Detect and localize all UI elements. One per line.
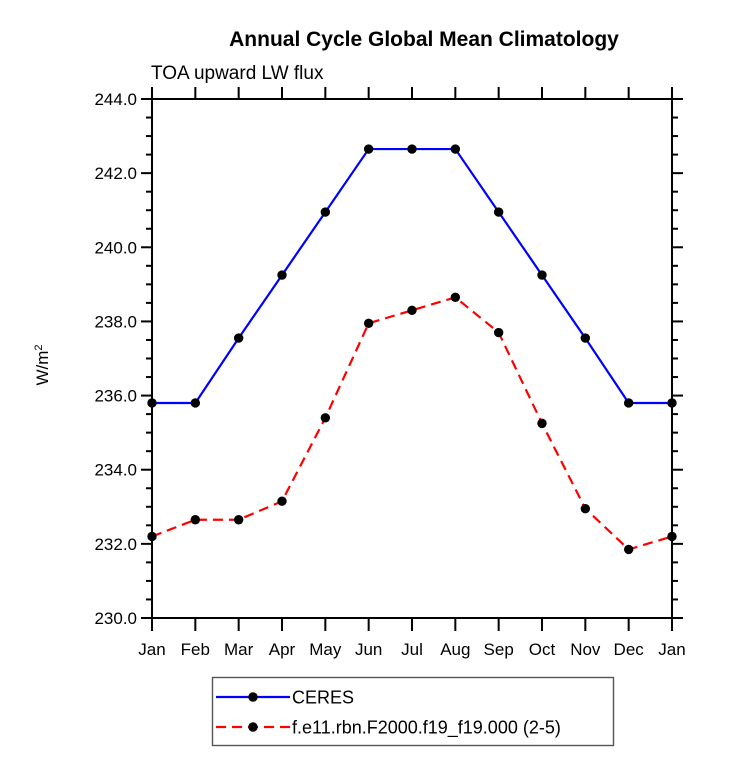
series-line-1 [151, 296, 673, 551]
x-tick-label: Jan [658, 640, 685, 659]
plot-area: 244.0 242.0 240.0 238.0 236.0 234.0 232.0 230.0… [94, 87, 686, 659]
chart-title: Annual Cycle Global Mean Climatology [229, 28, 619, 51]
legend-marker-circle [248, 722, 258, 732]
data-point-0 [537, 270, 547, 280]
y-tick-label: 230.0 [94, 609, 137, 628]
data-point-1 [667, 531, 677, 542]
y-tick-label: 234.0 [94, 461, 137, 480]
x-tick-label: Jan [138, 640, 165, 659]
data-point-1 [537, 418, 547, 429]
y-tick-label: 242.0 [94, 164, 137, 183]
plot-frame [151, 98, 673, 619]
data-point-0 [233, 333, 244, 343]
data-point-1 [277, 496, 287, 506]
x-tick-label: May [309, 640, 342, 659]
data-point-1 [190, 515, 201, 525]
y-tick-label: 236.0 [94, 387, 137, 406]
x-tick-label: Oct [529, 640, 556, 659]
legend-label-model: f.e11.rbn.F2000.f19_f19.000 (2-5) [292, 718, 561, 739]
x-tick-label: Mar [224, 640, 254, 659]
chart-subtitle: TOA upward LW flux [151, 63, 324, 84]
data-point-0 [580, 333, 591, 343]
x-tick-label: Dec [614, 640, 645, 659]
y-axis-label: W/m2 [33, 344, 52, 385]
data-point-1 [320, 413, 331, 423]
data-point-1 [450, 292, 461, 303]
data-point-0 [277, 270, 287, 280]
y-tick-label: 232.0 [94, 535, 137, 554]
legend: CERES f.e11.rbn.F2000.f19_f19.000 (2-5) [211, 676, 615, 747]
data-point-1 [407, 305, 417, 316]
x-tick-label: Feb [181, 640, 210, 659]
x-tick-label: Sep [484, 640, 514, 659]
data-point-0 [363, 144, 374, 154]
data-point-1 [363, 318, 374, 328]
data-point-1 [147, 531, 157, 542]
data-point-0 [450, 144, 461, 154]
x-tick-label: Jun [355, 640, 382, 659]
x-tick-label: Jul [401, 640, 423, 659]
data-point-1 [493, 327, 504, 338]
x-tick-label: Nov [570, 640, 601, 659]
x-tick-label: Apr [269, 640, 296, 659]
data-point-1 [623, 544, 634, 555]
legend-entry-model: f.e11.rbn.F2000.f19_f19.000 (2-5) [216, 718, 561, 739]
y-tick-label: 240.0 [94, 238, 137, 257]
data-point-0 [407, 144, 417, 154]
data-point-0 [147, 398, 157, 408]
legend-entry-ceres: CERES [216, 688, 354, 708]
data-point-0 [320, 207, 331, 217]
series-line-0 [152, 147, 672, 405]
data-point-0 [667, 398, 677, 408]
legend-label-ceres: CERES [292, 688, 354, 708]
x-tick-label: Aug [440, 640, 470, 659]
y-tick-label: 238.0 [94, 312, 137, 331]
legend-marker-circle [248, 692, 258, 702]
legend-box [211, 676, 615, 747]
data-point-0 [493, 207, 504, 217]
data-point-1 [233, 515, 244, 525]
data-point-0 [623, 398, 634, 408]
data-point-0 [190, 398, 201, 408]
y-tick-label: 244.0 [94, 90, 137, 109]
data-point-1 [580, 503, 591, 514]
